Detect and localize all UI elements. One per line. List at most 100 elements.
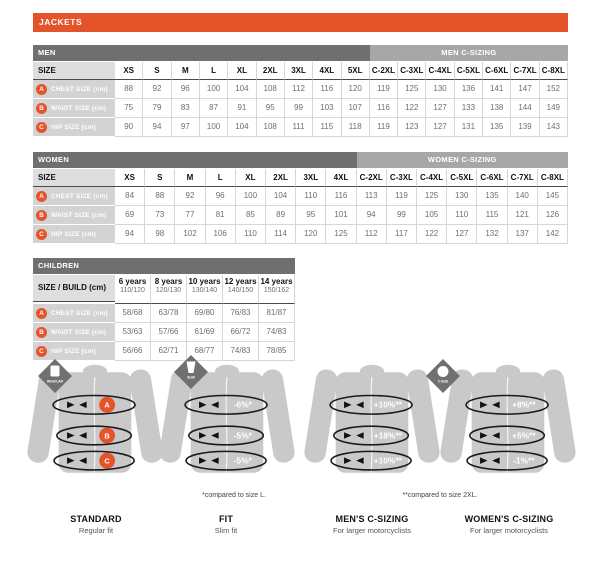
value-cell: 94 [115, 225, 146, 244]
arrow-left-icon [356, 457, 364, 464]
arrow-right-icon [344, 401, 352, 409]
badge-label: SLIM [187, 376, 195, 380]
build-label: 150/162 [263, 287, 290, 294]
value-cell: 132 [477, 225, 508, 244]
row-label: A CHEST SIZE (cm) [33, 80, 115, 98]
value-cell: 140 [507, 187, 538, 206]
value-cell: 62/71 [151, 342, 187, 361]
value-cell: 111 [284, 118, 314, 137]
value-cell: 88 [115, 80, 144, 99]
arrow-right-icon [67, 457, 75, 464]
value-cell: 74/83 [259, 323, 295, 342]
arrow-left-icon [492, 401, 500, 409]
row-label: C HIP SIZE (cm) [33, 342, 115, 360]
value-cell: 92 [175, 187, 206, 206]
measure-band [466, 450, 548, 471]
value-cell: 95 [256, 99, 285, 118]
measure-letter-badge: C [36, 228, 47, 240]
value-cell: 101 [326, 206, 357, 225]
value-cell: 56/66 [115, 342, 151, 361]
column-header: C-7XL [507, 169, 538, 187]
value-cell: 112 [284, 80, 314, 99]
arrow-right-icon [199, 457, 207, 464]
slim-fit-jacket-figure: -6%* -5%* -5%* [159, 364, 295, 473]
arrow-right-icon [480, 401, 488, 409]
value-cell: 105 [417, 206, 448, 225]
value-cell: 107 [341, 99, 370, 118]
column-header: 2XL [266, 169, 297, 187]
arrow-right-icon [199, 401, 207, 409]
measure-letter-badge [99, 452, 116, 469]
build-label: 140/150 [227, 287, 254, 294]
age-label: 6 years [118, 277, 147, 286]
column-header: C-5XL [454, 62, 484, 80]
column-header: C-4XL [417, 169, 448, 187]
value-cell: 127 [426, 99, 455, 118]
value-cell: 119 [386, 187, 417, 206]
measure-letter-badge: C [36, 121, 47, 133]
figure-caption-standard: STANDARD Regular fit [26, 514, 166, 535]
value-cell: 122 [417, 225, 448, 244]
arrow-left-icon [211, 432, 219, 439]
arrow-left-icon [79, 457, 87, 464]
value-cell: 89 [266, 206, 297, 225]
arrow-left-icon [211, 401, 219, 409]
value-cell: 126 [537, 206, 568, 225]
column-header: M [175, 169, 206, 187]
figure-subtitle: Regular fit [78, 526, 114, 535]
column-header: C-5XL [447, 169, 478, 187]
value-cell: 98 [145, 225, 176, 244]
value-cell: 119 [369, 118, 399, 137]
row-label-text: WAIST SIZE (cm) [51, 211, 107, 219]
value-cell: 116 [313, 80, 342, 99]
measure-band [330, 450, 412, 471]
column-header: C-3XL [398, 62, 427, 80]
row-label-text: HIP SIZE (cm) [51, 230, 97, 238]
row-label: B WAIST SIZE (cm) [33, 206, 115, 224]
value-cell: 133 [454, 99, 484, 118]
value-cell: 85 [235, 206, 266, 225]
figure-caption-mens-csizing: MEN'S C-SIZING For larger motorcyclists [302, 514, 442, 535]
arrow-left-icon [492, 457, 500, 464]
column-header: C-8XL [539, 62, 568, 80]
band-letter: B [104, 431, 110, 440]
value-cell: 142 [537, 225, 568, 244]
value-cell: 76/83 [223, 304, 259, 323]
value-cell: 104 [228, 118, 257, 137]
measure-band [465, 394, 549, 415]
age-label: 8 years [154, 277, 183, 286]
measure-band [469, 425, 546, 446]
value-cell: 68/77 [187, 342, 223, 361]
value-cell: 135 [477, 187, 508, 206]
arrow-left-icon [211, 457, 219, 464]
band-percent: -6%* [234, 400, 253, 410]
value-cell: 78/85 [259, 342, 295, 361]
column-header: C-8XL [537, 169, 568, 187]
value-cell: 84 [115, 187, 146, 206]
arrow-right-icon [480, 457, 488, 464]
measure-band [56, 425, 133, 446]
value-cell: 130 [447, 187, 478, 206]
csizing-group-header: WOMEN C-SIZING [356, 152, 568, 168]
row-label: A CHEST SIZE (cm) [33, 187, 115, 205]
arrow-right-icon [67, 401, 75, 409]
figure-title: FIT [218, 514, 234, 524]
value-cell: 141 [483, 80, 512, 99]
row-label-text: HIP SIZE (cm) [51, 347, 97, 355]
measure-letter-badge: A [36, 190, 47, 202]
column-header: 4XL [313, 62, 342, 80]
value-cell: 75 [115, 99, 144, 118]
value-cell: 102 [175, 225, 206, 244]
c-sizing-icon [437, 366, 449, 377]
value-cell: 100 [235, 187, 266, 206]
measure-band [329, 394, 413, 415]
figure-caption-fit: FIT Slim fit [156, 514, 296, 535]
fit-footnote: *compared to size L. [202, 492, 266, 499]
row-label: A CHEST SIZE (cm) [33, 304, 115, 322]
value-cell: 73 [145, 206, 176, 225]
value-cell: 121 [507, 206, 538, 225]
band-percent: +10%** [374, 455, 403, 465]
value-cell: 90 [115, 118, 144, 137]
value-cell: 108 [256, 118, 285, 137]
column-header: C-2XL [369, 62, 399, 80]
